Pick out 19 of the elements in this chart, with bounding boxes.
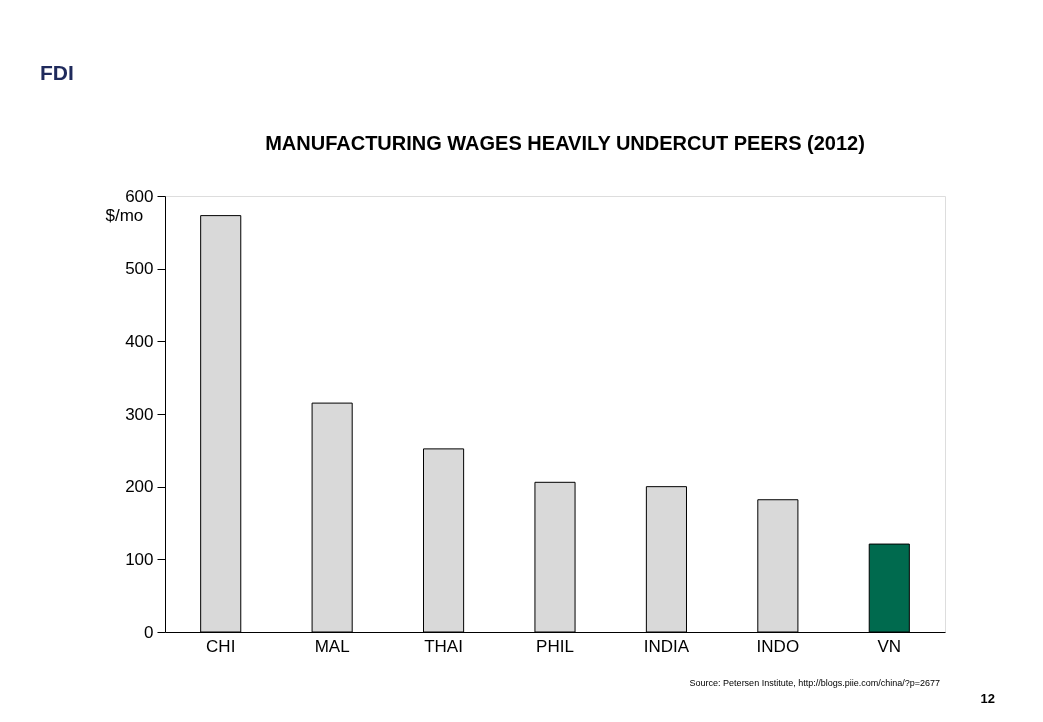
source-note: Source: Petersen Institute, http://blogs.piie.com/china/?p=2677 xyxy=(689,678,940,688)
x-tick-label: THAI xyxy=(424,636,463,656)
x-tick-label: MAL xyxy=(314,636,350,656)
y-tick-label: 500 xyxy=(125,259,154,279)
x-tick-label: INDIA xyxy=(643,636,690,656)
text: 12 xyxy=(980,691,995,706)
y-axis-title: $/mo xyxy=(105,205,144,225)
text: FDI xyxy=(40,61,74,84)
x-tick-label: INDO xyxy=(756,636,800,656)
y-tick-label: 600 xyxy=(125,186,154,206)
chart-title: MANUFACTURING WAGES HEAVILY UNDERCUT PEERS (2012) xyxy=(265,132,865,154)
x-tick-label: CHI xyxy=(206,636,236,656)
y-tick-label: 100 xyxy=(125,549,154,569)
y-tick-label: 300 xyxy=(125,404,154,424)
y-tick-label: 400 xyxy=(125,331,154,351)
x-tick-label: VN xyxy=(877,636,902,656)
x-tick-label: PHIL xyxy=(536,636,574,656)
y-tick-label: 0 xyxy=(144,622,154,642)
y-tick-label: 200 xyxy=(125,477,154,497)
